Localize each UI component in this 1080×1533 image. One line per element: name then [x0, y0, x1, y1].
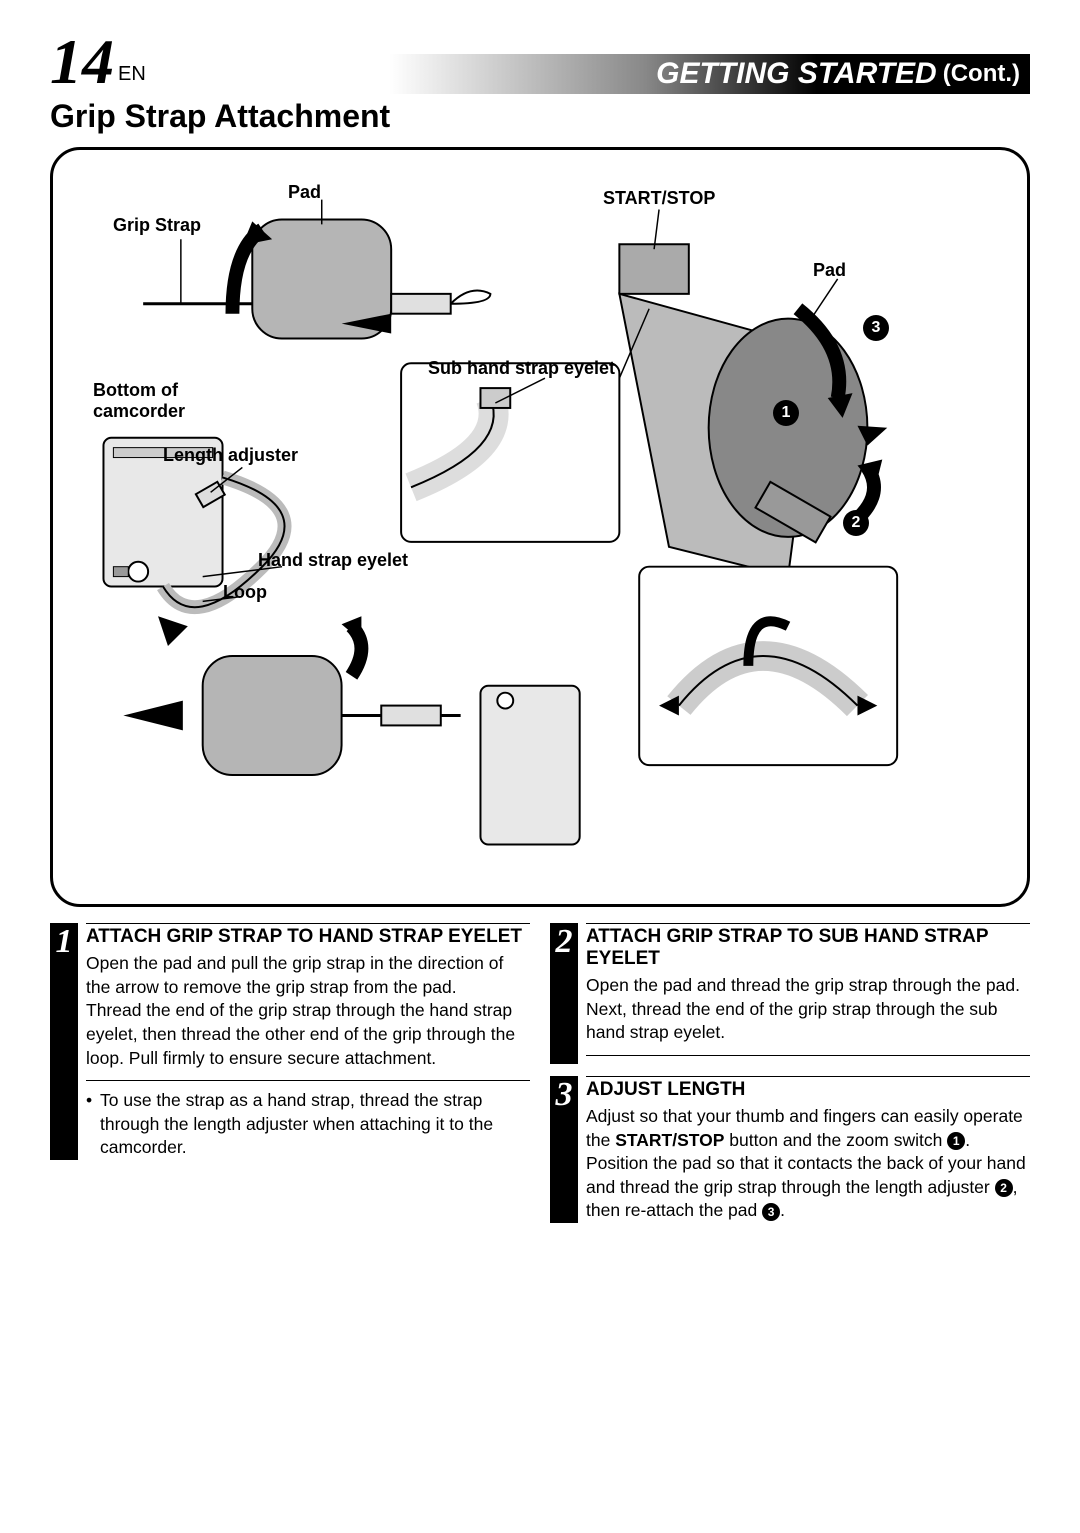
section-cont: (Cont.)	[943, 60, 1020, 88]
label-pad-right: Pad	[813, 260, 846, 281]
diagram-svg	[53, 150, 1027, 904]
step-3-text: Adjust so that your thumb and fingers ca…	[586, 1105, 1030, 1223]
section-banner: GETTING STARTED (Cont.)	[176, 54, 1030, 94]
label-sub-eyelet: Sub hand strap eyelet	[428, 358, 615, 379]
diagram-bullet-3: 3	[863, 315, 889, 341]
step-column-left: 1 ATTACH GRIP STRAP TO HAND STRAP EYELET…	[50, 923, 530, 1235]
step-2: 2 ATTACH GRIP STRAP TO SUB HAND STRAP EY…	[550, 923, 1030, 1064]
steps-row: 1 ATTACH GRIP STRAP TO HAND STRAP EYELET…	[50, 923, 1030, 1235]
label-grip-strap: Grip Strap	[113, 215, 201, 236]
step-3-inline-bullet-2: 2	[995, 1179, 1013, 1197]
diagram-bullet-1: 1	[773, 400, 799, 426]
section-title: GETTING STARTED	[656, 57, 937, 91]
step-3-title: ADJUST LENGTH	[586, 1076, 1030, 1101]
step-3-text-e: .	[780, 1200, 785, 1220]
label-hand-strap-eyelet: Hand strap eyelet	[258, 550, 408, 571]
label-length-adjuster: Length adjuster	[163, 445, 298, 466]
step-3: 3 ADJUST LENGTH Adjust so that your thum…	[550, 1076, 1030, 1223]
step-2-title: ATTACH GRIP STRAP TO SUB HAND STRAP EYEL…	[586, 923, 1030, 970]
label-start-stop: START/STOP	[603, 188, 715, 209]
label-pad-top: Pad	[288, 182, 321, 203]
step-2-text: Open the pad and thread the grip strap t…	[586, 974, 1030, 1056]
step-3-inline-bullet-3: 3	[762, 1203, 780, 1221]
page-number-group: 14 EN	[50, 30, 146, 94]
page-header: 14 EN GETTING STARTED (Cont.)	[50, 30, 1030, 94]
step-1: 1 ATTACH GRIP STRAP TO HAND STRAP EYELET…	[50, 923, 530, 1160]
page-subtitle: Grip Strap Attachment	[50, 98, 1030, 135]
step-3-number: 3	[550, 1076, 578, 1223]
step-1-text-1: Open the pad and pull the grip strap in …	[86, 952, 530, 999]
step-1-title: ATTACH GRIP STRAP TO HAND STRAP EYELET	[86, 923, 530, 948]
label-bottom-camcorder: Bottom of camcorder	[93, 380, 185, 422]
language-code: EN	[118, 63, 146, 94]
step-3-text-b: button and the zoom switch	[724, 1130, 947, 1150]
step-1-number: 1	[50, 923, 78, 1160]
diagram-bullet-2: 2	[843, 510, 869, 536]
step-1-text-2: Thread the end of the grip strap through…	[86, 999, 530, 1081]
step-3-startstop: START/STOP	[615, 1130, 724, 1150]
label-loop: Loop	[223, 582, 267, 603]
page-number: 14	[50, 30, 114, 94]
step-1-bullet: To use the strap as a hand strap, thread…	[86, 1089, 530, 1160]
step-column-right: 2 ATTACH GRIP STRAP TO SUB HAND STRAP EY…	[550, 923, 1030, 1235]
diagram-frame: Pad Grip Strap START/STOP Pad Sub hand s…	[50, 147, 1030, 907]
step-3-inline-bullet-1: 1	[947, 1132, 965, 1150]
step-2-number: 2	[550, 923, 578, 1064]
